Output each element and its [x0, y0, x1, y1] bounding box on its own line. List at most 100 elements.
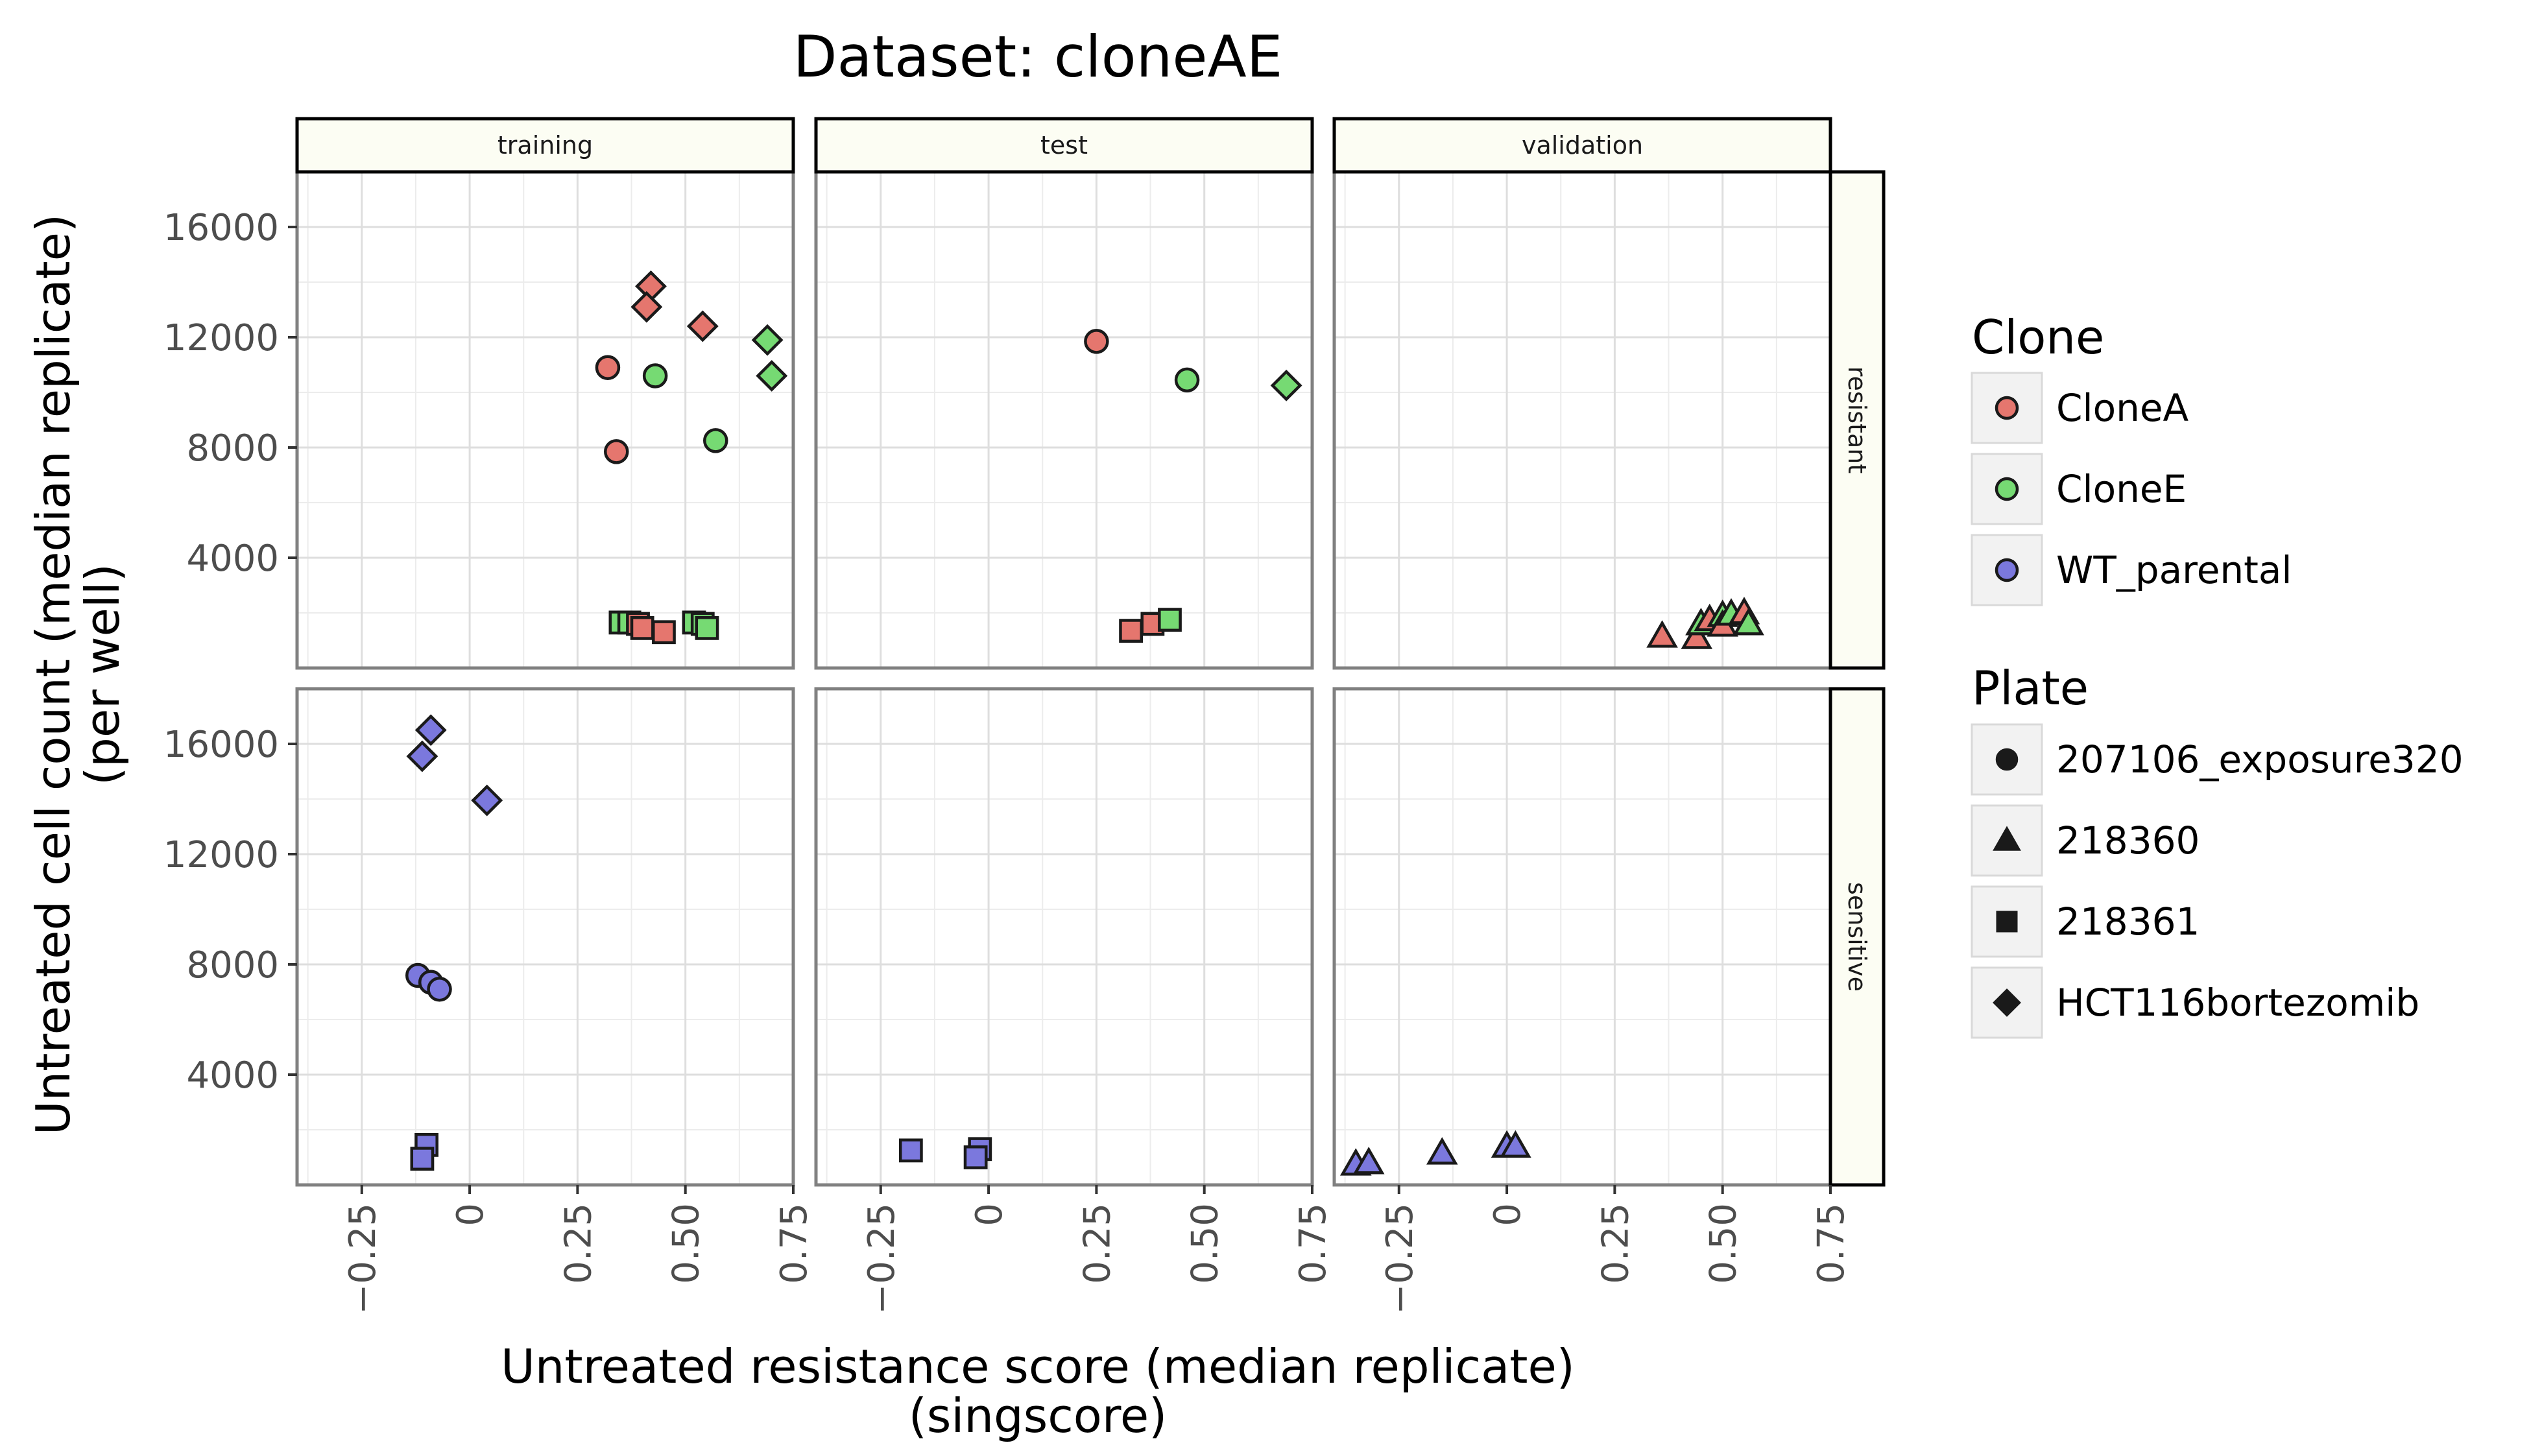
strip-resistant	[1829, 170, 1886, 670]
chart-title: Dataset: cloneAE	[793, 23, 1283, 90]
strip-training	[295, 117, 795, 174]
legend-key-HCT116bortezomib	[1993, 988, 2021, 1017]
y-axis-title-line-2: (per well)	[75, 564, 130, 785]
panel-validation-resistant	[1332, 170, 1832, 670]
x-tick-label: 0.75	[1292, 1203, 1334, 1284]
panel-test-sensitive	[814, 687, 1314, 1187]
y-tick-label: 12000	[163, 834, 279, 876]
data-point	[1681, 621, 1713, 649]
data-point	[642, 363, 668, 388]
y-tick-label: 12000	[163, 317, 279, 359]
legend: Clone Plate CloneA CloneE WT_parental 2071…	[1971, 310, 2464, 1039]
x-tick-label: −0.25	[342, 1203, 384, 1315]
legend-key-CloneE	[1995, 477, 2019, 501]
facet-panels	[295, 170, 1832, 1187]
data-point	[1084, 329, 1109, 354]
data-point	[751, 324, 784, 356]
x-tick-label: 0.25	[1594, 1203, 1637, 1284]
data-point	[471, 784, 503, 817]
data-point	[406, 740, 438, 772]
x-tick-label: −0.25	[1379, 1203, 1421, 1315]
panel-validation-sensitive	[1332, 687, 1832, 1187]
x-tick-label: 0.50	[1184, 1203, 1227, 1284]
y-tick-label: 8000	[186, 944, 279, 986]
plate-legend-title: Plate	[1972, 661, 2089, 715]
x-axis-title-line-2: (singscore)	[909, 1389, 1168, 1443]
legend-key-207106_exposure320	[1995, 748, 2019, 771]
panel-border	[814, 687, 1314, 1187]
data-point	[1426, 1137, 1458, 1165]
legend-label-plate: 218360	[2056, 818, 2200, 863]
data-point	[695, 615, 719, 640]
strip-label-resistant: resistant	[1843, 366, 1871, 474]
data-point	[686, 310, 719, 342]
data-point	[630, 615, 654, 640]
data-point	[963, 1145, 988, 1169]
y-axis-title-line-1: Untreated cell count (median replicate)	[26, 214, 80, 1135]
x-tick-label: 0	[1487, 1203, 1529, 1226]
legend-label-clone: CloneE	[2056, 467, 2187, 511]
strip-sensitive	[1829, 687, 1886, 1187]
strip-validation	[1332, 117, 1832, 174]
x-axis-ticks: −0.25 0 0.25 0.50 0.75 −0.25 0 0.25 0.50 0.75 −0.2…	[342, 1185, 1853, 1315]
x-tick-label: −0.25	[861, 1203, 903, 1315]
y-tick-label: 16000	[163, 724, 279, 766]
panel-test-resistant	[814, 170, 1314, 670]
data-point	[1733, 608, 1764, 636]
strip-label-training: training	[498, 131, 593, 160]
data-point	[898, 1138, 923, 1163]
data-point	[595, 355, 621, 380]
legend-label-clone: WT_parental	[2056, 548, 2292, 592]
plate-legend-items: 207106_exposure320 218360 218361 HCT116bort…	[1971, 723, 2464, 1039]
data-point	[630, 291, 663, 323]
legend-key-218361	[1996, 911, 2018, 933]
data-point	[1119, 619, 1144, 643]
panel-training-sensitive	[295, 687, 795, 1187]
data-point	[1500, 1130, 1531, 1158]
data-point	[604, 439, 629, 464]
y-tick-label: 4000	[186, 538, 279, 580]
data-point	[1158, 608, 1182, 632]
legend-label-clone: CloneA	[2056, 386, 2189, 430]
clone-legend-title: Clone	[1972, 310, 2104, 364]
x-tick-label: 0.75	[1810, 1203, 1853, 1284]
data-point	[410, 1147, 435, 1171]
legend-label-plate: 218361	[2056, 900, 2200, 944]
y-tick-label: 4000	[186, 1055, 279, 1097]
data-point	[703, 428, 728, 453]
data-point	[1646, 620, 1678, 648]
y-tick-label: 8000	[186, 427, 279, 470]
x-tick-label: 0.50	[665, 1203, 708, 1284]
legend-key-218360	[1993, 826, 2021, 851]
data-point	[1352, 1147, 1385, 1175]
data-point	[756, 360, 788, 392]
data-point	[652, 620, 676, 645]
data-point	[1174, 367, 1200, 393]
x-tick-label: 0.75	[773, 1203, 815, 1284]
strip-label-sensitive: sensitive	[1843, 882, 1871, 992]
legend-key-CloneA	[1995, 396, 2019, 420]
data-points	[405, 270, 1764, 1176]
x-tick-label: 0	[968, 1203, 1011, 1226]
y-axis-ticks: 4000 8000 12000 16000 4000 8000 12000 16000	[163, 207, 297, 1097]
strip-test	[814, 117, 1314, 174]
x-tick-label: 0	[450, 1203, 492, 1226]
x-tick-label: 0.50	[1703, 1203, 1745, 1284]
x-tick-label: 0.25	[1076, 1203, 1118, 1284]
legend-key-WT_parental	[1995, 558, 2019, 582]
panel-training-resistant	[295, 170, 795, 670]
strip-label-test: test	[1040, 131, 1088, 160]
facet-strips: training test validation resistant sensitive	[295, 117, 1886, 1187]
data-point	[414, 714, 447, 746]
panel-border	[295, 687, 795, 1187]
data-point	[427, 977, 452, 1002]
clone-legend-items: CloneA CloneE WT_parental	[1971, 372, 2292, 606]
y-tick-label: 16000	[163, 207, 279, 249]
x-tick-label: 0.25	[557, 1203, 599, 1284]
x-axis-title-line-1: Untreated resistance score (median repli…	[501, 1339, 1575, 1394]
data-point	[1270, 369, 1302, 401]
strip-label-validation: validation	[1522, 131, 1643, 160]
legend-label-plate: 207106_exposure320	[2056, 737, 2464, 782]
legend-label-plate: HCT116bortezomib	[2056, 981, 2419, 1025]
